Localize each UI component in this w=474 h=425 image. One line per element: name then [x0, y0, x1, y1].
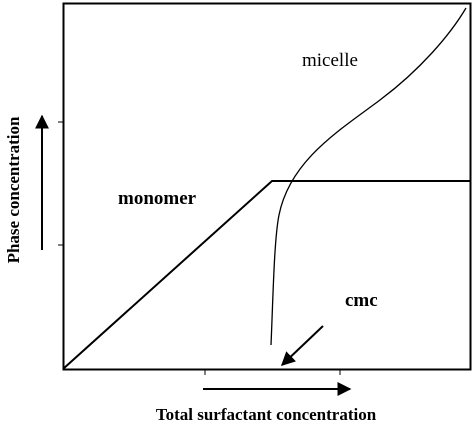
monomer-label: monomer: [118, 188, 197, 209]
x-axis-label: Total surfactant concentration: [156, 405, 377, 424]
micelle-curve: [270, 7, 467, 346]
cmc-label: cmc: [345, 290, 378, 311]
monomer-line: [62, 180, 471, 370]
cmc-arrow: [280, 325, 324, 366]
micelle-label: micelle: [302, 50, 358, 71]
y-axis-label: Phase concentration: [4, 116, 23, 263]
plot-frame: [62, 2, 472, 371]
ticks: [58, 121, 341, 375]
